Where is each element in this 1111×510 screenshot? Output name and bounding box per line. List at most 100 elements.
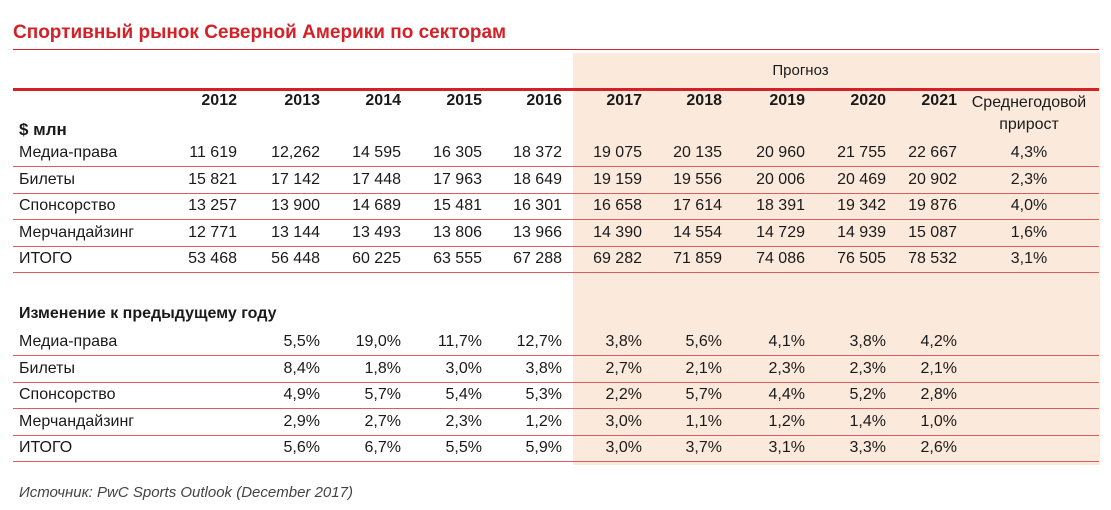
row-divider (13, 166, 1099, 167)
cell-value: 5,4% (445, 386, 482, 403)
year-2021: 2021 (921, 92, 957, 109)
cell-value: 17 142 (271, 170, 320, 188)
row-label: Медиа-права (19, 333, 118, 350)
cell-value: 18 391 (756, 197, 805, 214)
cell-value: 20 006 (756, 170, 805, 188)
cell-value: 69 282 (593, 250, 642, 267)
year-2020: 2020 (850, 92, 886, 109)
cell-value: 17 448 (352, 170, 401, 188)
avg-growth-header: Среднегодовой прирост (971, 94, 1087, 133)
cell-value: 3,8% (849, 333, 886, 350)
unit-header: $ млн (19, 120, 67, 139)
cell-value: 3,7% (685, 439, 722, 456)
cell-value: 2,3% (445, 412, 482, 430)
title-underline (13, 49, 1099, 50)
cell-value: 6,7% (364, 439, 401, 456)
year-2017: 2017 (606, 92, 642, 109)
cell-value: 13 966 (513, 223, 562, 241)
cell-value: 5,9% (525, 439, 562, 456)
cell-value: 5,7% (364, 386, 401, 403)
cell-value: 2,8% (920, 386, 957, 403)
source-note: Источник: PwC Sports Outlook (December 2… (19, 484, 353, 501)
year-2013: 2013 (284, 92, 320, 109)
cell-value: 2,7% (364, 412, 401, 430)
table-row: ИТОГО 53 468 56 448 60 225 63 555 67 288 69 28… (0, 247, 1111, 273)
cell-value: 2,3% (768, 359, 805, 377)
cell-value: 16 305 (433, 144, 482, 161)
cell-value: 20 135 (673, 144, 722, 161)
cell-value: 4,9% (283, 386, 320, 403)
cell-value: 3,1% (768, 439, 805, 456)
cell-value: 71 859 (673, 250, 722, 267)
cell-value: 8,4% (283, 359, 320, 377)
cell-value: 14 729 (756, 223, 805, 241)
row-divider (13, 408, 1099, 409)
cell-value: 74 086 (756, 250, 805, 267)
cell-value: 11 619 (189, 144, 237, 161)
cell-value: 1,8% (364, 359, 401, 377)
cell-value: 2,1% (920, 359, 957, 377)
cell-value: 76 505 (837, 250, 886, 267)
cell-value: 19 342 (837, 197, 886, 214)
table-row: Спонсорство 13 257 13 900 14 689 15 481 16 30… (0, 194, 1111, 220)
forecast-shading (573, 53, 1100, 465)
table-row: Билеты 8,4% 1,8% 3,0% 3,8% 2,7% 2,1% 2,3% 2,3% 2,… (0, 357, 1111, 383)
cell-value: 20 902 (908, 170, 957, 188)
cell-value: 19 556 (673, 170, 722, 188)
cell-value: 3,8% (525, 359, 562, 377)
cell-value: 16 301 (513, 197, 562, 214)
row-divider (13, 192, 1099, 194)
cell-value: 1,2% (768, 412, 805, 430)
cell-value: 18 649 (513, 170, 562, 188)
cell-value: 2,3% (849, 359, 886, 377)
year-2012: 2012 (201, 92, 237, 109)
row-divider (13, 245, 1099, 247)
year-2016: 2016 (526, 92, 562, 109)
cell-value: 5,3% (525, 386, 562, 403)
year-2015: 2015 (446, 92, 482, 109)
table-row: Билеты 15 821 17 142 17 448 17 963 18 649 19 1… (0, 168, 1111, 194)
cell-value: 53 468 (188, 250, 237, 267)
cell-value: 3,0% (605, 439, 642, 456)
cell-value: 13 806 (433, 223, 482, 241)
cell-value: 18 372 (513, 144, 562, 161)
cell-value: 15 087 (908, 223, 957, 241)
row-divider (13, 355, 1099, 356)
cell-value: 4,2% (920, 333, 957, 350)
cell-value: 17 963 (433, 170, 482, 188)
cell-value: 21 755 (837, 144, 886, 161)
row-label: ИТОГО (19, 439, 73, 456)
table-row: Медиа-права 11 619 12,262 14 595 16 305 18 37… (0, 141, 1111, 167)
cell-value: 19 159 (593, 170, 642, 188)
cell-value: 14 939 (837, 223, 886, 241)
cell-value: 19,0% (355, 333, 401, 350)
row-label: Мерчандайзинг (19, 223, 135, 241)
row-label: Мерчандайзинг (19, 412, 135, 430)
row-label: Билеты (19, 359, 75, 377)
row-divider (13, 461, 1099, 462)
table-row: Мерчандайзинг 2,9% 2,7% 2,3% 1,2% 3,0% 1,1% 1,2… (0, 410, 1111, 436)
row-divider (13, 219, 1099, 220)
forecast-label: Прогноз (772, 62, 829, 79)
row-label: Спонсорство (19, 197, 116, 214)
cell-value: 2,2% (605, 386, 642, 403)
row-label: ИТОГО (19, 250, 73, 267)
change-section-header: Изменение к предыдущему году (19, 305, 277, 322)
cell-value: 13 493 (352, 223, 401, 241)
table-row: Мерчандайзинг 12 771 13 144 13 493 13 806 13 … (0, 221, 1111, 247)
cell-value: 2,1% (685, 359, 722, 377)
cell-value: 56 448 (271, 250, 320, 267)
cell-value: 4,1% (768, 333, 805, 350)
cell-value: 5,5% (283, 333, 320, 350)
table-row: ИТОГО 5,6% 6,7% 5,5% 5,9% 3,0% 3,7% 3,1% 3,3% 2,6… (0, 436, 1111, 462)
cell-value: 20 469 (837, 170, 886, 188)
cell-value: 1,1% (685, 412, 722, 430)
cell-value: 1,0% (920, 412, 957, 430)
cell-value: 11,7% (437, 333, 482, 350)
cell-value: 13 144 (271, 223, 320, 241)
cell-value: 5,5% (445, 439, 482, 456)
table-title: Спортивный рынок Северной Америки по сек… (13, 22, 507, 43)
row-label: Спонсорство (19, 386, 116, 403)
row-label: Медиа-права (19, 144, 118, 161)
cell-value: 2,9% (283, 412, 320, 430)
